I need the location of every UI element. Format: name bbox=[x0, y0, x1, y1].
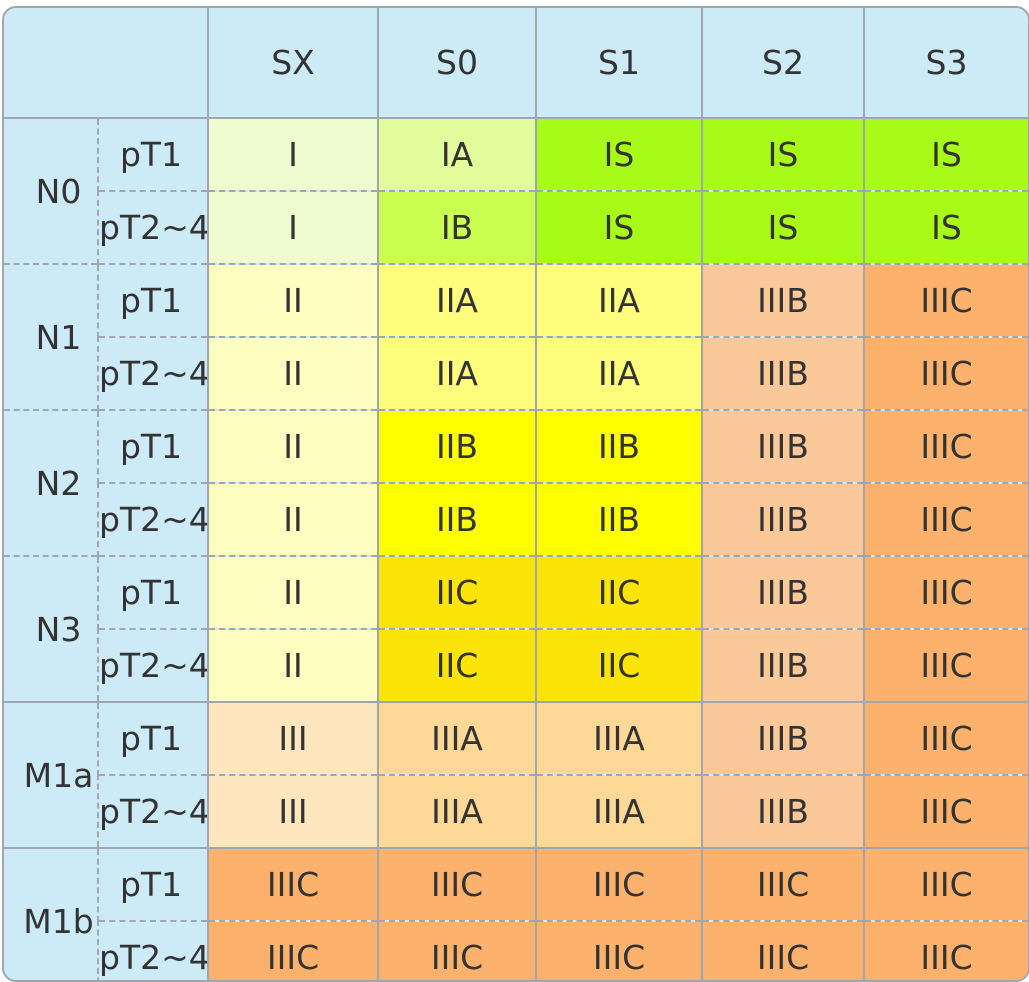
stage-cell: IIIB bbox=[701, 482, 864, 556]
table-row: pT2~4 III IIIA IIIA IIIB IIIC bbox=[4, 774, 1028, 848]
table-row: M1a pT1 III IIIA IIIA IIIB IIIC bbox=[4, 701, 1028, 848]
stage-cell: IIIC bbox=[863, 409, 1028, 483]
stage-cell: IIB bbox=[535, 409, 702, 483]
stage-cell: IIB bbox=[535, 482, 702, 556]
stage-cell: I bbox=[207, 117, 378, 191]
stage-cell: IIIC bbox=[863, 847, 1028, 921]
stage-cell: IIIC bbox=[863, 336, 1028, 410]
stage-cell: II bbox=[207, 628, 378, 702]
stage-cell: IIB bbox=[377, 482, 536, 556]
stage-cell: IS bbox=[701, 117, 864, 191]
header-row: SX S0 S1 S2 S3 bbox=[4, 8, 1028, 118]
row-t-label: pT2~4 bbox=[98, 774, 209, 848]
stage-cell: II bbox=[207, 263, 378, 337]
stage-cell: IIIB bbox=[701, 701, 864, 775]
stage-cell: III bbox=[207, 774, 378, 848]
stage-cell: IIIC bbox=[701, 920, 864, 980]
stage-cell: IIIB bbox=[701, 555, 864, 629]
stage-cell: IIIA bbox=[535, 774, 702, 848]
table-row: N1 pT1 II IIA IIA IIIB IIIC bbox=[4, 263, 1028, 410]
stage-cell: IIA bbox=[535, 263, 702, 337]
table-row: N0 pT1 I IA IS IS IS bbox=[4, 117, 1028, 264]
stage-cell: IIIC bbox=[863, 701, 1028, 775]
row-t-label: pT1 bbox=[98, 701, 209, 775]
stage-cell: IIIC bbox=[863, 920, 1028, 980]
column-header-sx: SX bbox=[207, 8, 378, 118]
stage-cell: IA bbox=[377, 117, 536, 191]
stage-cell: IIIC bbox=[535, 847, 702, 921]
stage-cell: IIC bbox=[535, 555, 702, 629]
row-t-label: pT2~4 bbox=[98, 190, 209, 264]
row-group-label-n2: N2 bbox=[4, 409, 99, 556]
stage-cell: IIIC bbox=[863, 482, 1028, 556]
row-t-label: pT1 bbox=[98, 409, 209, 483]
stage-cell: II bbox=[207, 336, 378, 410]
stage-cell: IIB bbox=[377, 409, 536, 483]
table-row: M1b pT1 IIIC IIIC IIIC IIIC IIIC bbox=[4, 847, 1028, 980]
stage-cell: IIIB bbox=[701, 263, 864, 337]
staging-table: SX S0 S1 S2 S3 N0 pT1 I IA IS IS IS pT2~4 I IB IS IS IS N1… bbox=[4, 8, 1028, 980]
column-header-s0: S0 bbox=[377, 8, 536, 118]
table-row: pT2~4 IIIC IIIC IIIC IIIC IIIC bbox=[4, 920, 1028, 980]
stage-cell: IIIA bbox=[535, 701, 702, 775]
corner-cell bbox=[4, 8, 208, 118]
row-t-label: pT2~4 bbox=[98, 336, 209, 410]
row-t-label: pT1 bbox=[98, 263, 209, 337]
row-t-label: pT1 bbox=[98, 555, 209, 629]
stage-cell: IIIC bbox=[701, 847, 864, 921]
stage-cell: IIIC bbox=[863, 628, 1028, 702]
column-header-s3: S3 bbox=[863, 8, 1028, 118]
stage-cell: IIIB bbox=[701, 628, 864, 702]
row-group-label-n1: N1 bbox=[4, 263, 99, 410]
stage-cell: IIIC bbox=[863, 555, 1028, 629]
stage-cell: IIA bbox=[535, 336, 702, 410]
stage-cell: IS bbox=[535, 190, 702, 264]
table-row: N3 pT1 II IIC IIC IIIB IIIC bbox=[4, 555, 1028, 702]
stage-cell: IIA bbox=[377, 336, 536, 410]
row-group-label-n3: N3 bbox=[4, 555, 99, 702]
stage-cell: IIIC bbox=[207, 847, 378, 921]
stage-cell: IS bbox=[863, 117, 1028, 191]
stage-cell: I bbox=[207, 190, 378, 264]
stage-cell: IS bbox=[535, 117, 702, 191]
stage-cell: IIIC bbox=[377, 920, 536, 980]
row-group-label-m1b: M1b bbox=[4, 847, 99, 980]
stage-cell: IIIA bbox=[377, 774, 536, 848]
stage-cell: IB bbox=[377, 190, 536, 264]
column-header-s1: S1 bbox=[535, 8, 702, 118]
stage-cell: IIIB bbox=[701, 409, 864, 483]
stage-cell: IIIC bbox=[207, 920, 378, 980]
stage-cell: IIIB bbox=[701, 336, 864, 410]
row-t-label: pT1 bbox=[98, 847, 209, 921]
stage-cell: IS bbox=[863, 190, 1028, 264]
row-t-label: pT2~4 bbox=[98, 482, 209, 556]
stage-cell: IIIC bbox=[863, 263, 1028, 337]
stage-cell: IS bbox=[701, 190, 864, 264]
row-group-label-n0: N0 bbox=[4, 117, 99, 264]
stage-cell: IIIC bbox=[377, 847, 536, 921]
stage-cell: IIIB bbox=[701, 774, 864, 848]
table-row: pT2~4 II IIA IIA IIIB IIIC bbox=[4, 336, 1028, 410]
stage-cell: IIC bbox=[377, 555, 536, 629]
stage-cell: IIA bbox=[377, 263, 536, 337]
table-row: pT2~4 II IIC IIC IIIB IIIC bbox=[4, 628, 1028, 702]
staging-table-frame: SX S0 S1 S2 S3 N0 pT1 I IA IS IS IS pT2~4 I IB IS IS IS N1… bbox=[2, 6, 1029, 982]
stage-cell: III bbox=[207, 701, 378, 775]
stage-cell: IIIC bbox=[535, 920, 702, 980]
row-group-label-m1a: M1a bbox=[4, 701, 99, 848]
row-t-label: pT1 bbox=[98, 117, 209, 191]
stage-cell: II bbox=[207, 555, 378, 629]
stage-cell: IIIA bbox=[377, 701, 536, 775]
stage-cell: IIIC bbox=[863, 774, 1028, 848]
table-row: pT2~4 II IIB IIB IIIB IIIC bbox=[4, 482, 1028, 556]
row-t-label: pT2~4 bbox=[98, 920, 209, 980]
stage-cell: II bbox=[207, 482, 378, 556]
table-row: N2 pT1 II IIB IIB IIIB IIIC bbox=[4, 409, 1028, 556]
row-t-label: pT2~4 bbox=[98, 628, 209, 702]
table-row: pT2~4 I IB IS IS IS bbox=[4, 190, 1028, 264]
column-header-s2: S2 bbox=[701, 8, 864, 118]
stage-cell: IIC bbox=[535, 628, 702, 702]
stage-cell: II bbox=[207, 409, 378, 483]
stage-cell: IIC bbox=[377, 628, 536, 702]
